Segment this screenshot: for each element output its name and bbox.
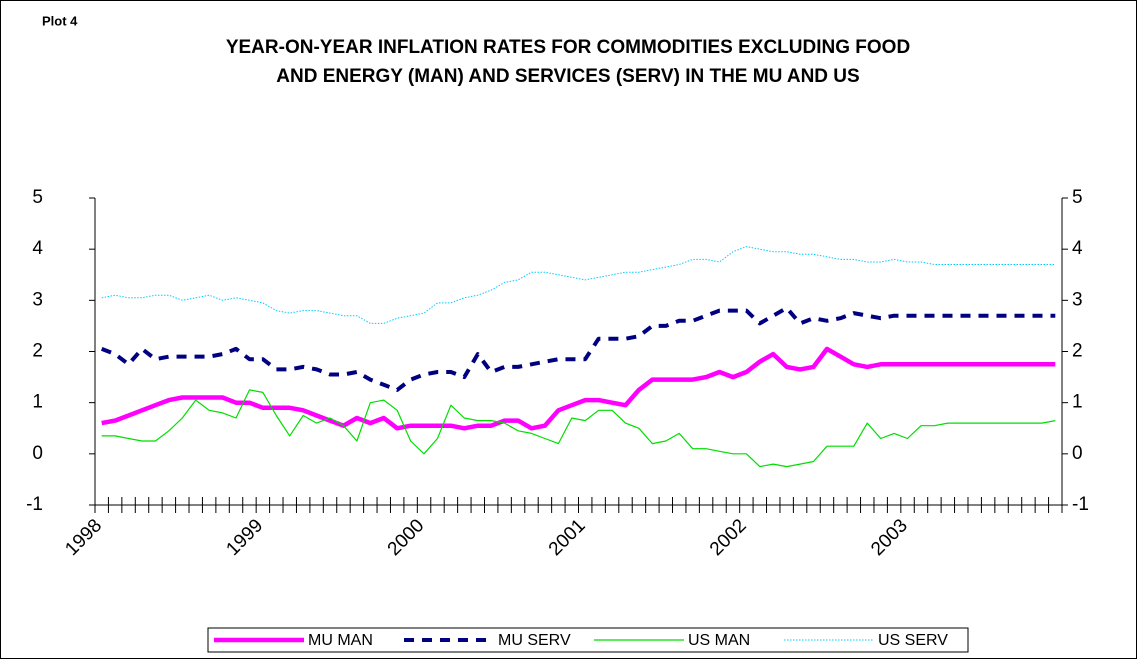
y2-tick-label: 0: [1072, 443, 1083, 464]
y-tick-label: 0: [32, 443, 43, 464]
series-line: [101, 246, 1056, 324]
y2-tick-label: -1: [1072, 494, 1089, 515]
y-tick-label: 1: [32, 392, 43, 413]
legend: MU MAN MU SERV US MAN US SERV: [207, 627, 969, 653]
y2-tick-label: 1: [1072, 392, 1083, 413]
series-line: [101, 346, 1056, 431]
series-line: [101, 389, 1056, 468]
y-tick-label: 2: [32, 341, 43, 362]
y2-tick-label: 2: [1072, 341, 1083, 362]
y-tick-label: 4: [32, 238, 43, 259]
y2-tick-label: 3: [1072, 289, 1083, 310]
legend-label: MU MAN: [308, 632, 373, 649]
y2-tick-label: 4: [1072, 238, 1083, 259]
legend-label: US SERV: [878, 632, 948, 649]
legend-label: MU SERV: [498, 632, 571, 649]
plot-label: Plot 4: [42, 13, 78, 28]
y2-tick-label: 5: [1072, 187, 1083, 208]
y-tick-label: 3: [32, 289, 43, 310]
legend-label: US MAN: [688, 632, 750, 649]
y-tick-label: 5: [32, 187, 43, 208]
y-tick-label: -1: [26, 494, 43, 515]
chart-title: YEAR-ON-YEAR INFLATION RATES FOR COMMODI…: [226, 37, 910, 87]
series-line: [100, 306, 1056, 392]
